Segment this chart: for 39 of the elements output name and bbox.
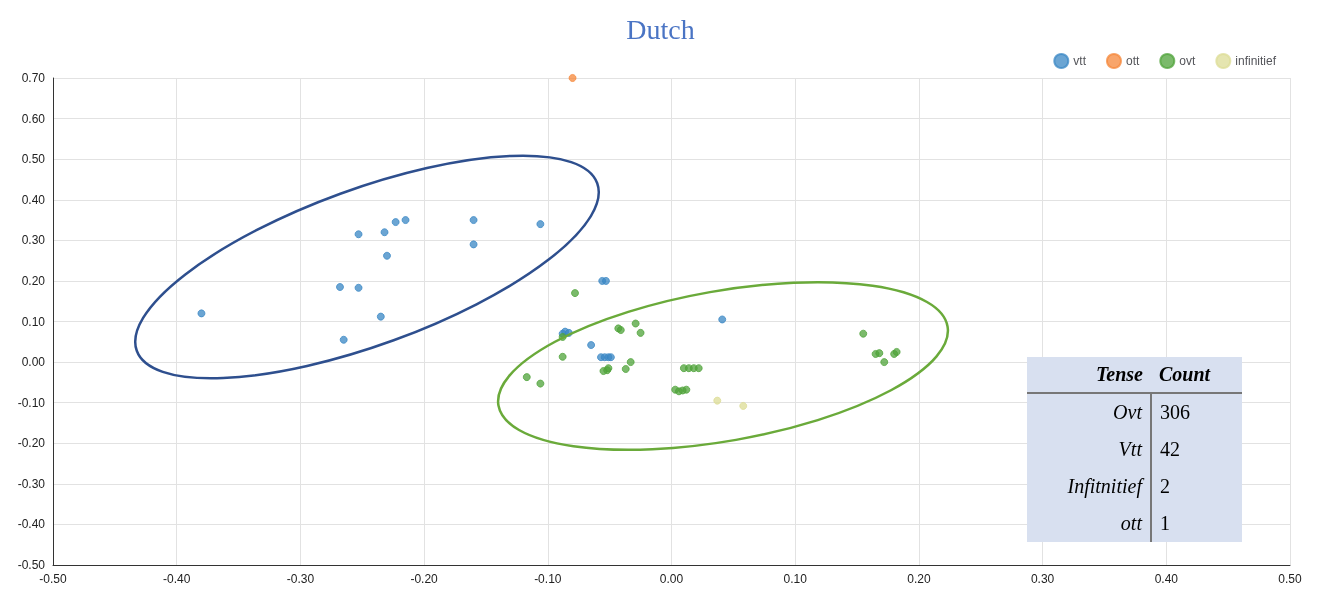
y-tick-label: 0.20 [21, 273, 46, 288]
y-tick-label: -0.30 [17, 476, 46, 491]
y-tick-label: 0.10 [21, 314, 46, 329]
x-tick-label: -0.20 [410, 572, 439, 586]
y-tick-label: -0.50 [17, 558, 46, 572]
x-tick-label: -0.50 [39, 572, 67, 586]
annotation: Infitnitief [1027, 468, 1151, 505]
x-tick-label: -0.30 [286, 572, 315, 586]
x-tick-label: 0.50 [1278, 572, 1302, 586]
chart-title: Dutch [626, 13, 695, 45]
legend-label: ott [1125, 54, 1140, 68]
annotation: Ovt [1027, 393, 1151, 431]
x-tick-label: 0.40 [1154, 572, 1179, 586]
y-tick-label: -0.10 [17, 395, 46, 410]
y-tick-label: 0.40 [21, 192, 46, 207]
legend-label: vtt [1073, 54, 1087, 68]
annotation: 2 [1158, 474, 1171, 499]
y-tick-label: 0.60 [21, 111, 46, 126]
annotation: ott [1027, 505, 1151, 542]
y-tick-label: 0.30 [21, 233, 46, 248]
legend-label: ovt [1179, 54, 1196, 68]
annotation: 1 [1158, 511, 1171, 536]
y-tick-label: 0.50 [21, 152, 46, 167]
annotation: 306 [1158, 400, 1191, 425]
x-tick-label: 0.00 [659, 572, 684, 586]
annotation: 42 [1158, 437, 1181, 462]
annotation: Tense [1027, 357, 1151, 393]
x-tick-label: 0.10 [783, 572, 808, 586]
y-tick-label: 0.70 [21, 71, 46, 85]
legend-label: infinitief [1235, 54, 1277, 68]
y-tick-label: -0.40 [17, 517, 46, 532]
y-tick-label: 0.00 [21, 355, 46, 370]
annotation: Count [1150, 357, 1242, 393]
x-tick-label: -0.40 [163, 572, 191, 586]
x-tick-label: 0.30 [1030, 572, 1055, 586]
x-tick-label: -0.10 [534, 572, 562, 586]
y-tick-label: -0.20 [17, 436, 46, 451]
x-tick-label: 0.20 [907, 572, 931, 586]
annotation: Vtt [1027, 431, 1151, 468]
